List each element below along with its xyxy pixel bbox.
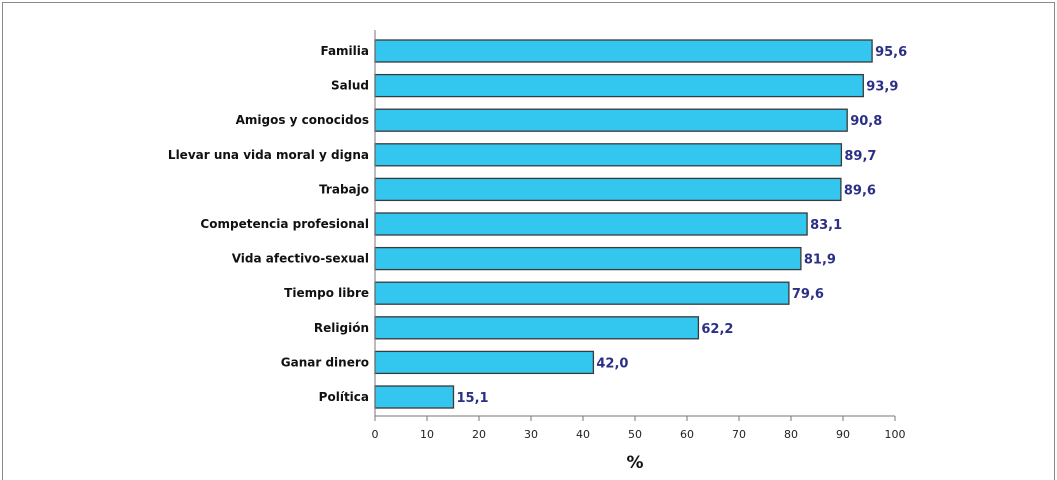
value-label: 89,7 (844, 149, 876, 164)
bars-group (374, 39, 873, 409)
x-tick-label: 80 (784, 428, 798, 441)
x-tick-label: 30 (524, 428, 538, 441)
bar (374, 39, 873, 63)
value-labels: 95,6 93,9 90,8 89,7 89,6 83,1 81,9 79,6 62,2 42,0… (457, 45, 908, 406)
value-label: 93,9 (866, 80, 898, 95)
category-labels: Familia Salud Amigos y conocidos Llevar una… (168, 44, 369, 404)
x-tick-label: 10 (420, 428, 434, 441)
category-label: Ganar dinero (281, 355, 369, 369)
value-label: 89,6 (844, 183, 876, 198)
bar (374, 73, 864, 98)
category-label: Llevar una vida moral y digna (168, 148, 369, 162)
x-tick-label: 100 (885, 428, 906, 441)
x-tick-label: 20 (472, 428, 486, 441)
bar (374, 212, 808, 236)
x-axis: 0 10 20 30 40 50 60 70 80 90 100 (372, 30, 906, 441)
value-label: 95,6 (875, 45, 907, 60)
x-tick-label: 60 (680, 428, 694, 441)
category-label: Tiempo libre (284, 286, 369, 300)
bar (374, 385, 455, 409)
category-label: Salud (331, 79, 369, 93)
x-tick-label: 0 (372, 428, 379, 441)
bar (374, 108, 848, 132)
value-label: 15,1 (457, 391, 489, 406)
bar (374, 316, 700, 340)
value-label: 79,6 (792, 287, 824, 302)
bar (374, 143, 843, 167)
value-label: 62,2 (701, 322, 733, 337)
value-label: 81,9 (804, 253, 836, 268)
x-tick-label: 40 (576, 428, 590, 441)
category-label: Política (319, 390, 369, 404)
category-label: Vida afectivo-sexual (232, 252, 369, 266)
x-tick-label: 70 (732, 428, 746, 441)
category-label: Trabajo (319, 182, 369, 196)
category-label: Competencia profesional (200, 217, 369, 231)
value-label: 83,1 (810, 218, 842, 233)
bar (374, 281, 790, 305)
category-label: Familia (320, 44, 369, 58)
value-label: 42,0 (596, 356, 628, 371)
bar (374, 177, 842, 202)
x-tick-label: 90 (836, 428, 850, 441)
category-label: Religión (314, 321, 369, 335)
x-tick-label: 50 (628, 428, 642, 441)
bar (374, 246, 802, 271)
x-axis-title: % (626, 453, 643, 473)
bar (374, 350, 595, 375)
value-label: 90,8 (850, 114, 882, 129)
category-label: Amigos y conocidos (236, 113, 369, 127)
